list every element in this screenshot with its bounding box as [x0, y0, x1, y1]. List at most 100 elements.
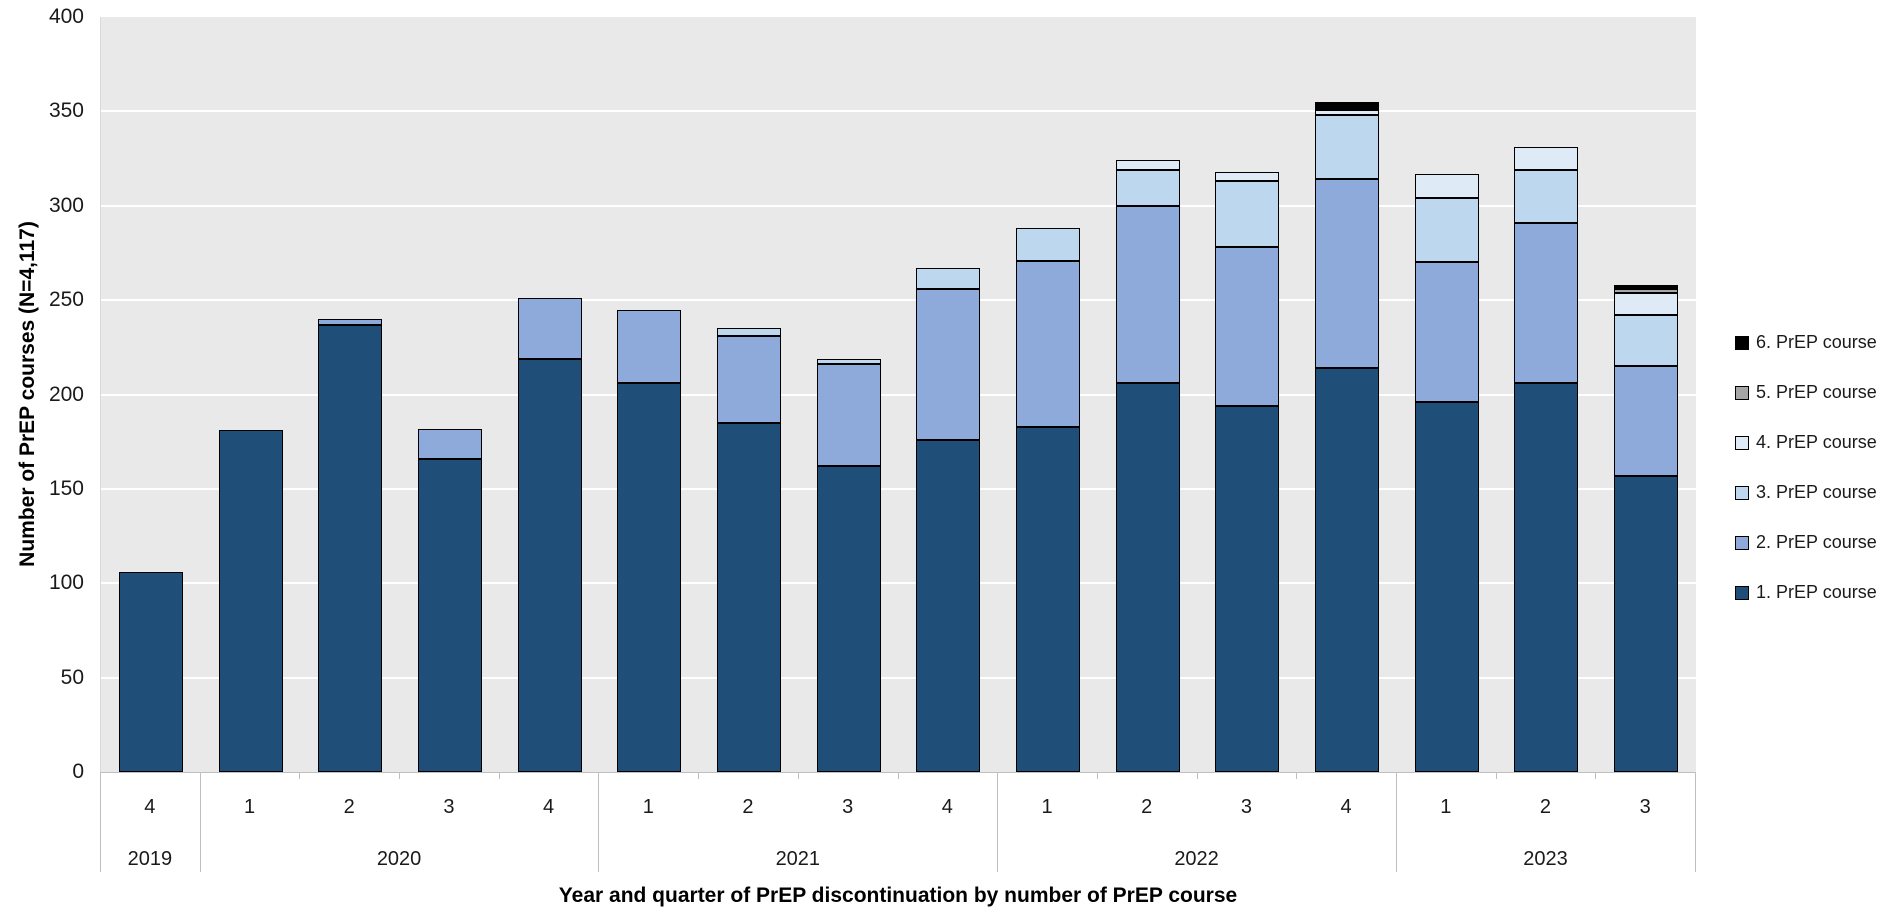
bar-segment-2020-Q1-1-course: [218, 430, 283, 772]
legend-swatch-icon: [1735, 335, 1749, 350]
bar-segment-2022-Q4-4-course: [1315, 109, 1380, 116]
legend-swatch-icon: [1735, 435, 1749, 450]
x-axis-minor-tick: [1495, 772, 1497, 779]
bar-segment-2022-Q4-3-course: [1315, 115, 1380, 180]
x-axis-minor-tick: [299, 772, 301, 779]
gridline-100: [101, 582, 1696, 585]
x-label-quarter-2022-Q2: 2: [1141, 796, 1153, 818]
bar-segment-2022-Q3-1-course: [1215, 405, 1280, 772]
x-label-year-2023: 2023: [1523, 848, 1568, 870]
bar-segment-2021-Q1-2-course: [617, 309, 682, 384]
bar-segment-2023-Q1-3-course: [1414, 198, 1479, 263]
legend-label: 5. PrEP course: [1756, 382, 1877, 402]
bar-segment-2023-Q2-2-course: [1514, 222, 1579, 384]
bar-segment-2021-Q4-3-course: [916, 268, 981, 289]
bar-segment-2023-Q3-5-course: [1614, 288, 1679, 293]
bar-segment-2021-Q1-1-course: [617, 383, 682, 772]
bar-segment-2020-Q4-2-course: [517, 298, 582, 359]
x-label-quarter-2021-Q2: 2: [742, 796, 754, 818]
legend-item-2-course: 2. PrEP course: [1735, 532, 1877, 553]
bar-segment-2021-Q3-1-course: [816, 466, 881, 772]
x-axis-minor-tick: [897, 772, 899, 779]
bar-segment-2023-Q3-1-course: [1614, 475, 1679, 772]
y-tick-label-0: 0: [72, 760, 84, 783]
y-tick-label-400: 400: [48, 5, 84, 28]
bar-segment-2023-Q3-4-course: [1614, 292, 1679, 316]
bar-segment-2022-Q1-2-course: [1016, 260, 1081, 427]
x-axis-title: Year and quarter of PrEP discontinuation…: [558, 884, 1238, 907]
bar-segment-2022-Q1-1-course: [1016, 426, 1081, 772]
legend-label: 1. PrEP course: [1756, 582, 1877, 602]
x-axis-minor-tick: [1096, 772, 1098, 779]
x-label-quarter-2019-Q4: 4: [144, 796, 156, 818]
bar-segment-2020-Q4-1-course: [517, 358, 582, 772]
bar-segment-2020-Q3-1-course: [417, 458, 482, 772]
bar-segment-2023-Q2-3-course: [1514, 169, 1579, 223]
x-label-quarter-2023-Q2: 2: [1539, 796, 1552, 818]
bar-segment-2023-Q3-6-course: [1614, 285, 1679, 289]
x-label-quarter-2022-Q4: 4: [1340, 796, 1352, 818]
y-tick-label-350: 350: [48, 99, 84, 123]
bar-segment-2021-Q2-2-course: [716, 336, 781, 423]
bar-segment-2023-Q1-2-course: [1414, 262, 1479, 403]
legend-item-6-course: 6. PrEP course: [1735, 332, 1877, 353]
legend-label: 4. PrEP course: [1756, 432, 1877, 452]
x-axis-group-separator: [100, 772, 101, 872]
legend-swatch-icon: [1735, 535, 1749, 550]
bar-segment-2023-Q2-4-course: [1514, 147, 1579, 170]
bar-segment-2021-Q4-2-course: [916, 288, 981, 440]
legend-item-4-course: 4. PrEP course: [1735, 432, 1877, 453]
bar-segment-2021-Q2-1-course: [716, 422, 781, 772]
legend-swatch-icon: [1735, 585, 1749, 600]
x-label-quarter-2023-Q3: 3: [1639, 796, 1651, 818]
x-label-quarter-2020-Q3: 3: [443, 796, 455, 818]
x-label-quarter-2021-Q3: 3: [842, 796, 854, 818]
bar-segment-2023-Q3-3-course: [1614, 315, 1679, 367]
bar-segment-2023-Q1-4-course: [1414, 173, 1479, 199]
bar-segment-2022-Q4-6-course: [1315, 101, 1380, 110]
x-axis-group-separator: [598, 772, 600, 872]
bar-segment-2021-Q2-3-course: [716, 328, 781, 336]
gridline-50: [101, 676, 1696, 679]
x-label-quarter-2021-Q1: 1: [642, 796, 654, 818]
bar-segment-2022-Q4-1-course: [1315, 368, 1380, 772]
x-axis-group-separator: [1395, 772, 1397, 872]
legend-item-5-course: 5. PrEP course: [1735, 382, 1877, 403]
x-axis-minor-tick: [498, 772, 500, 779]
x-axis-minor-tick: [1595, 772, 1597, 779]
bar-segment-2021-Q3-3-course: [816, 358, 881, 365]
legend-item-1-course: 1. PrEP course: [1735, 582, 1877, 603]
y-tick-label-100: 100: [48, 571, 84, 595]
bar-segment-2022-Q2-2-course: [1115, 205, 1180, 384]
bar-segment-2022-Q3-2-course: [1215, 247, 1280, 406]
x-label-quarter-2020-Q2: 2: [343, 796, 355, 818]
bar-segment-2020-Q2-1-course: [318, 324, 383, 772]
legend-label: 6. PrEP course: [1756, 332, 1877, 352]
x-label-quarter-2020-Q1: 1: [243, 796, 256, 818]
x-axis-group-separator: [997, 772, 999, 872]
x-label-quarter-2022-Q1: 1: [1041, 796, 1053, 818]
legend-swatch-icon: [1735, 385, 1749, 400]
x-axis-group-separator: [199, 772, 201, 872]
bar-segment-2022-Q3-4-course: [1215, 171, 1280, 182]
x-axis-minor-tick: [1196, 772, 1198, 779]
x-axis-minor-tick: [797, 772, 799, 779]
bar-segment-2020-Q3-2-course: [417, 428, 482, 459]
bar-segment-2020-Q2-2-course: [318, 319, 383, 325]
y-tick-label-150: 150: [48, 476, 84, 500]
x-axis-minor-tick: [399, 772, 401, 779]
bar-segment-2019-Q4-1-course: [118, 571, 183, 772]
x-label-quarter-2023-Q1: 1: [1440, 796, 1452, 818]
gridline-350: [101, 110, 1696, 113]
bar-segment-2023-Q1-1-course: [1414, 402, 1479, 772]
x-label-year-2020: 2020: [376, 848, 422, 870]
x-axis-group-separator: [1695, 772, 1696, 872]
x-label-year-2019: 2019: [127, 848, 173, 870]
x-axis-minor-tick: [698, 772, 700, 779]
gridline-300: [101, 204, 1696, 207]
bar-segment-2021-Q3-2-course: [816, 364, 881, 467]
x-label-quarter-2022-Q3: 3: [1240, 796, 1252, 818]
bar-segment-2022-Q1-3-course: [1016, 228, 1081, 261]
x-label-year-2022: 2022: [1174, 848, 1219, 870]
